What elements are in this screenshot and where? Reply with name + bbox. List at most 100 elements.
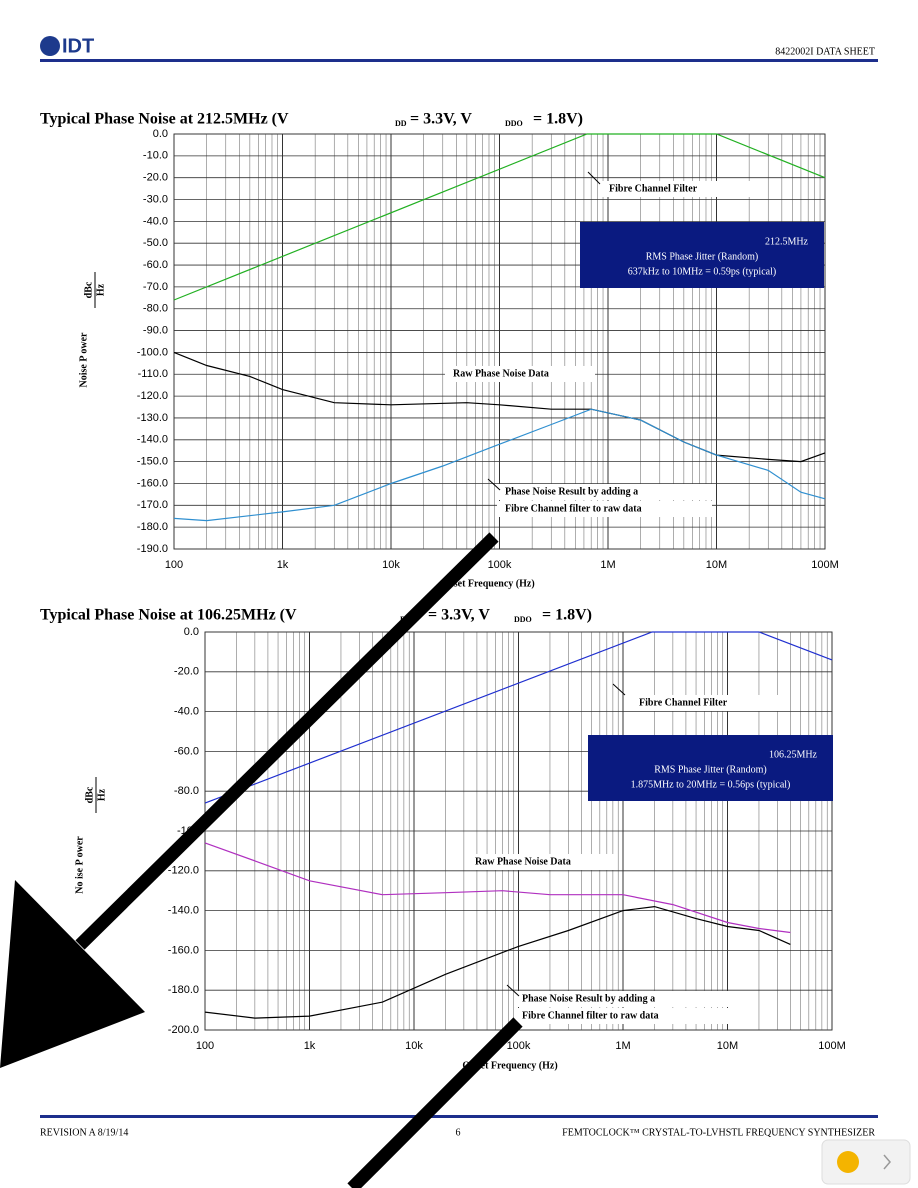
y-tick-label: -120.0 — [137, 390, 168, 402]
y-tick-label: -180.0 — [168, 984, 199, 996]
annotation: Fibre Channel Filter — [639, 697, 728, 708]
y-tick-label: -150.0 — [137, 456, 168, 468]
y-tick-label: -70.0 — [143, 281, 168, 293]
jitter-text: 106.25MHz — [769, 749, 818, 760]
footer-rule — [40, 1115, 878, 1118]
x-tick-label: 1M — [600, 559, 615, 571]
jitter-text: RMS Phase Jitter (Random) — [646, 251, 759, 262]
annotation: Fibre Channel Filter — [609, 183, 698, 194]
y-tick-label: -50.0 — [143, 237, 168, 249]
y-tick-label: -170.0 — [137, 499, 168, 511]
annotation-bg — [631, 695, 781, 711]
arrow-shaft — [75, 532, 499, 950]
viewer-widget[interactable] — [821, 1139, 911, 1185]
y-unit: dBc — [84, 786, 95, 803]
annotation-bg — [514, 991, 729, 1007]
y-tick-label: -60.0 — [174, 745, 199, 757]
x-tick-label: 1M — [615, 1040, 630, 1052]
annotation-arrow — [612, 683, 626, 696]
jitter-text: RMS Phase Jitter (Random) — [654, 764, 767, 775]
y-tick-label: 0.0 — [153, 128, 168, 140]
x-tick-label: 100M — [811, 559, 839, 571]
x-axis-label: Offset Frequency (Hz) — [439, 578, 534, 589]
y-tick-label: -180.0 — [137, 521, 168, 533]
jitter-box — [588, 735, 833, 801]
y-tick-label: -20.0 — [174, 666, 199, 678]
chart-title: Typical Phase Noise at 212.5MHz (V — [40, 111, 289, 128]
y-tick-label: -40.0 — [143, 215, 168, 227]
page-number: 6 — [456, 1127, 461, 1138]
y-tick-label: -80.0 — [143, 303, 168, 315]
annotation: Phase Noise Result by adding a — [522, 993, 655, 1004]
y-tick-label: -140.0 — [137, 434, 168, 446]
annotation-arrow — [587, 171, 601, 185]
y-tick-label: 0.0 — [184, 626, 199, 638]
y-tick-label: -100.0 — [137, 346, 168, 358]
jitter-box — [580, 222, 824, 288]
annotation-arrow — [506, 984, 520, 997]
annotation: Raw Phase Noise Data — [475, 856, 571, 867]
annotation-bg — [514, 1008, 729, 1024]
chart-title: = 3.3V, V — [428, 607, 490, 624]
title-subscript: DDO — [514, 615, 532, 624]
y-tick-label: -80.0 — [174, 785, 199, 797]
y-unit: dBc — [83, 281, 94, 298]
doc-title: 8422002I DATA SHEET — [775, 46, 875, 57]
chart-title: = 1.8V) — [542, 607, 592, 624]
annotation-bg — [467, 854, 617, 870]
y-tick-label: -200.0 — [168, 1024, 199, 1036]
annotation: Raw Phase Noise Data — [453, 368, 549, 379]
annotation-arrow — [487, 478, 501, 491]
chart-title: = 3.3V, V — [410, 111, 472, 128]
jitter-text: 1.875MHz to 20MHz = 0.56ps (typical) — [631, 779, 791, 790]
y-tick-label: -10.0 — [143, 150, 168, 162]
y-axis-label: No ise P ower — [74, 836, 85, 894]
annotation: Fibre Channel filter to raw data — [522, 1010, 659, 1021]
title-subscript: DDO — [505, 119, 523, 128]
annotation: Phase Noise Result by adding a — [505, 486, 638, 497]
x-tick-label: 1k — [304, 1040, 316, 1052]
y-unit: Hz — [96, 788, 107, 801]
y-tick-label: -160.0 — [168, 944, 199, 956]
y-tick-label: -30.0 — [143, 193, 168, 205]
series-line — [173, 133, 826, 301]
charts: Typical Phase Noise at 212.5MHz (V DD = 3… — [40, 111, 846, 1072]
y-tick-label: -190.0 — [137, 543, 168, 555]
annotation-bg — [497, 484, 712, 500]
viewer-icon[interactable] — [837, 1151, 859, 1173]
x-tick-label: 10k — [382, 559, 400, 571]
chart-title: = 1.8V) — [533, 111, 583, 128]
y-tick-label: -90.0 — [143, 324, 168, 336]
y-tick-label: -110.0 — [138, 368, 168, 380]
revision: REVISION A 8/19/14 — [40, 1127, 128, 1138]
annotation-bg — [497, 501, 712, 517]
annotation: Fibre Channel filter to raw data — [505, 503, 642, 514]
header-rule — [40, 59, 878, 62]
annotation-bg — [445, 366, 595, 382]
jitter-text: 637kHz to 10MHz = 0.59ps (typical) — [628, 266, 776, 277]
jitter-text: 212.5MHz — [765, 236, 809, 247]
x-tick-label: 100M — [818, 1040, 846, 1052]
next-icon[interactable] — [883, 1154, 891, 1170]
y-tick-label: -160.0 — [137, 477, 168, 489]
x-tick-label: 100k — [488, 559, 512, 571]
y-tick-label: -40.0 — [174, 706, 199, 718]
annotation-bg — [601, 181, 751, 197]
y-tick-label: -140.0 — [168, 905, 199, 917]
series-line — [204, 631, 833, 804]
y-tick-label: -60.0 — [143, 259, 168, 271]
x-tick-label: 100 — [196, 1040, 214, 1052]
x-tick-label: 100k — [507, 1040, 531, 1052]
arrow-shaft — [347, 1017, 523, 1188]
y-axis-label: Noise P ower — [78, 332, 89, 388]
x-tick-label: 10k — [405, 1040, 423, 1052]
y-tick-label: -130.0 — [137, 412, 168, 424]
y-unit: Hz — [95, 283, 106, 296]
overlay-arrows — [0, 532, 523, 1188]
y-tick-label: -120.0 — [168, 865, 199, 877]
series-line — [204, 842, 791, 934]
logo: IDT — [62, 35, 94, 57]
series-line — [173, 408, 826, 522]
x-tick-label: 10M — [717, 1040, 738, 1052]
x-axis-label: Offset Frequency (Hz) — [462, 1060, 557, 1071]
